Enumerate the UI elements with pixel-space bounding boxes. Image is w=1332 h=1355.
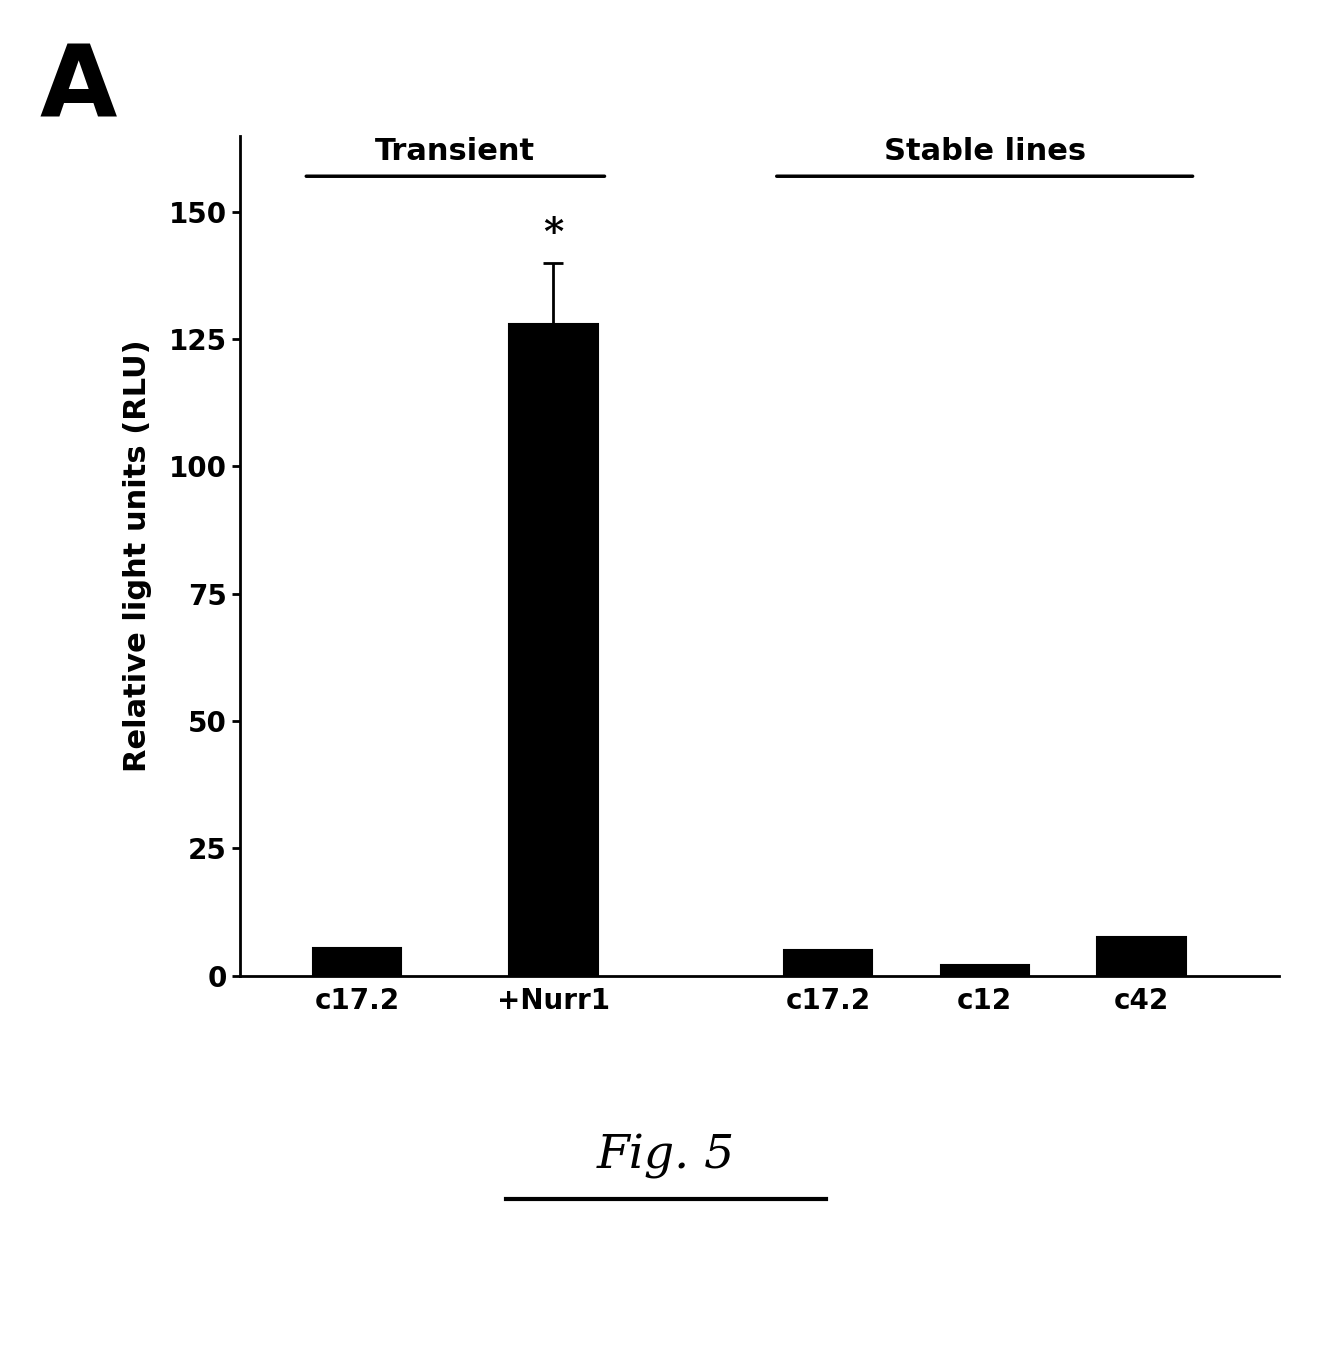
Bar <box>313 947 401 976</box>
Y-axis label: Relative light units (RLU): Relative light units (RLU) <box>123 339 152 772</box>
Text: Transient: Transient <box>376 137 535 167</box>
Text: Stable lines: Stable lines <box>883 137 1086 167</box>
Bar <box>783 950 872 976</box>
Bar <box>509 324 598 976</box>
Bar <box>940 965 1028 976</box>
Text: *: * <box>543 214 563 252</box>
Text: A: A <box>40 41 117 138</box>
Text: Fig. 5: Fig. 5 <box>597 1134 735 1179</box>
Bar <box>1098 938 1185 976</box>
